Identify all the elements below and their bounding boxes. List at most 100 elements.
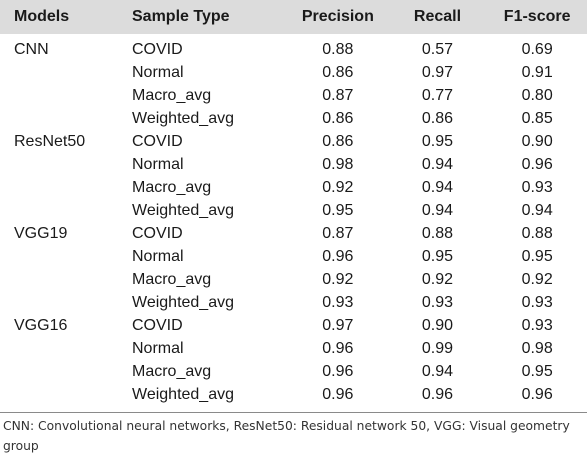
cell-f1-score: 0.69 <box>521 41 553 58</box>
cell-sample-type: Weighted_avg <box>132 386 234 403</box>
cell-recall: 0.93 <box>421 294 454 311</box>
header-f1-score: F1-score <box>503 8 571 25</box>
header-recall: Recall <box>413 8 462 25</box>
cell-model <box>0 199 132 222</box>
table-row: Normal 0.98 0.94 0.96 <box>0 153 587 176</box>
cell-recall: 0.95 <box>421 133 454 150</box>
cell-precision: 0.86 <box>322 64 354 81</box>
cell-precision: 0.96 <box>322 248 354 265</box>
cell-sample-type: Macro_avg <box>132 87 212 104</box>
table-row: Macro_avg 0.92 0.92 0.92 <box>0 268 587 291</box>
cell-f1-score: 0.94 <box>521 202 553 219</box>
cell-sample-type: COVID <box>132 41 183 58</box>
cell-precision: 0.87 <box>322 225 354 242</box>
cell-precision: 0.98 <box>322 156 354 173</box>
table-row: Normal 0.96 0.95 0.95 <box>0 245 587 268</box>
cell-f1-score: 0.96 <box>521 156 553 173</box>
cell-f1-score: 0.98 <box>521 340 553 357</box>
table-row: VGG16 COVID 0.97 0.90 0.93 <box>0 314 587 337</box>
cell-recall: 0.96 <box>421 386 454 403</box>
results-table: Models Sample Type Precision Recall F1-s… <box>0 0 587 406</box>
cell-model <box>0 107 132 130</box>
cell-model <box>0 84 132 107</box>
cell-recall: 0.88 <box>421 225 454 242</box>
header-sample-type: Sample Type <box>132 8 230 25</box>
cell-recall: 0.90 <box>421 317 454 334</box>
cell-sample-type: Macro_avg <box>132 179 212 196</box>
table-row: Normal 0.96 0.99 0.98 <box>0 337 587 360</box>
cell-f1-score: 0.96 <box>521 386 553 403</box>
cell-model <box>0 337 132 360</box>
cell-precision: 0.95 <box>322 202 354 219</box>
header-models: Models <box>14 8 70 25</box>
cell-model <box>0 383 132 406</box>
cell-precision: 0.96 <box>322 386 354 403</box>
table-row: Macro_avg 0.92 0.94 0.93 <box>0 176 587 199</box>
cell-precision: 0.97 <box>322 317 354 334</box>
table-footnote: CNN: Convolutional neural networks, ResN… <box>0 412 587 456</box>
cell-sample-type: Normal <box>132 64 184 81</box>
table-row: CNN COVID 0.88 0.57 0.69 <box>0 34 587 61</box>
cell-sample-type: Normal <box>132 156 184 173</box>
cell-sample-type: Normal <box>132 248 184 265</box>
cell-f1-score: 0.91 <box>521 64 553 81</box>
cell-model <box>0 268 132 291</box>
table-row: Macro_avg 0.87 0.77 0.80 <box>0 84 587 107</box>
cell-f1-score: 0.85 <box>521 110 553 127</box>
table-row: Weighted_avg 0.86 0.86 0.85 <box>0 107 587 130</box>
cell-sample-type: Weighted_avg <box>132 202 234 219</box>
cell-recall: 0.57 <box>421 41 454 58</box>
header-precision: Precision <box>301 8 374 25</box>
table-body: CNN COVID 0.88 0.57 0.69 Normal 0.86 0.97 0.91 Ma… <box>0 34 587 406</box>
cell-recall: 0.94 <box>421 156 454 173</box>
cell-precision: 0.92 <box>322 271 354 288</box>
cell-precision: 0.87 <box>322 87 354 104</box>
cell-recall: 0.94 <box>421 363 454 380</box>
cell-sample-type: Normal <box>132 340 184 357</box>
table-row: Weighted_avg 0.93 0.93 0.93 <box>0 291 587 314</box>
cell-model <box>0 245 132 268</box>
cell-model <box>0 291 132 314</box>
cell-recall: 0.94 <box>421 179 454 196</box>
cell-f1-score: 0.93 <box>521 317 553 334</box>
cell-recall: 0.92 <box>421 271 454 288</box>
cell-sample-type: Macro_avg <box>132 271 212 288</box>
cell-recall: 0.94 <box>421 202 454 219</box>
cell-model <box>0 153 132 176</box>
table-row: Macro_avg 0.96 0.94 0.95 <box>0 360 587 383</box>
cell-recall: 0.77 <box>421 87 454 104</box>
cell-model: ResNet50 <box>14 133 86 150</box>
table-row: Normal 0.86 0.97 0.91 <box>0 61 587 84</box>
cell-f1-score: 0.93 <box>521 179 553 196</box>
cell-model <box>0 61 132 84</box>
table-header: Models Sample Type Precision Recall F1-s… <box>0 0 587 34</box>
cell-precision: 0.96 <box>322 340 354 357</box>
cell-precision: 0.86 <box>322 110 354 127</box>
cell-model <box>0 360 132 383</box>
cell-sample-type: COVID <box>132 225 183 242</box>
cell-precision: 0.92 <box>322 179 354 196</box>
cell-f1-score: 0.88 <box>521 225 553 242</box>
cell-model: VGG16 <box>14 317 68 334</box>
cell-precision: 0.96 <box>322 363 354 380</box>
cell-model: VGG19 <box>14 225 68 242</box>
results-table-container: Models Sample Type Precision Recall F1-s… <box>0 0 587 406</box>
cell-f1-score: 0.92 <box>521 271 553 288</box>
cell-precision: 0.93 <box>322 294 354 311</box>
cell-model <box>0 176 132 199</box>
cell-recall: 0.95 <box>421 248 454 265</box>
cell-sample-type: Macro_avg <box>132 363 212 380</box>
cell-recall: 0.86 <box>421 110 454 127</box>
cell-sample-type: COVID <box>132 133 183 150</box>
cell-f1-score: 0.90 <box>521 133 553 150</box>
table-row: Weighted_avg 0.96 0.96 0.96 <box>0 383 587 406</box>
cell-f1-score: 0.95 <box>521 248 553 265</box>
cell-precision: 0.86 <box>322 133 354 150</box>
cell-sample-type: Weighted_avg <box>132 110 234 127</box>
cell-recall: 0.99 <box>421 340 454 357</box>
cell-model: CNN <box>14 41 49 58</box>
cell-f1-score: 0.93 <box>521 294 553 311</box>
cell-f1-score: 0.80 <box>521 87 553 104</box>
cell-precision: 0.88 <box>322 41 354 58</box>
cell-f1-score: 0.95 <box>521 363 553 380</box>
